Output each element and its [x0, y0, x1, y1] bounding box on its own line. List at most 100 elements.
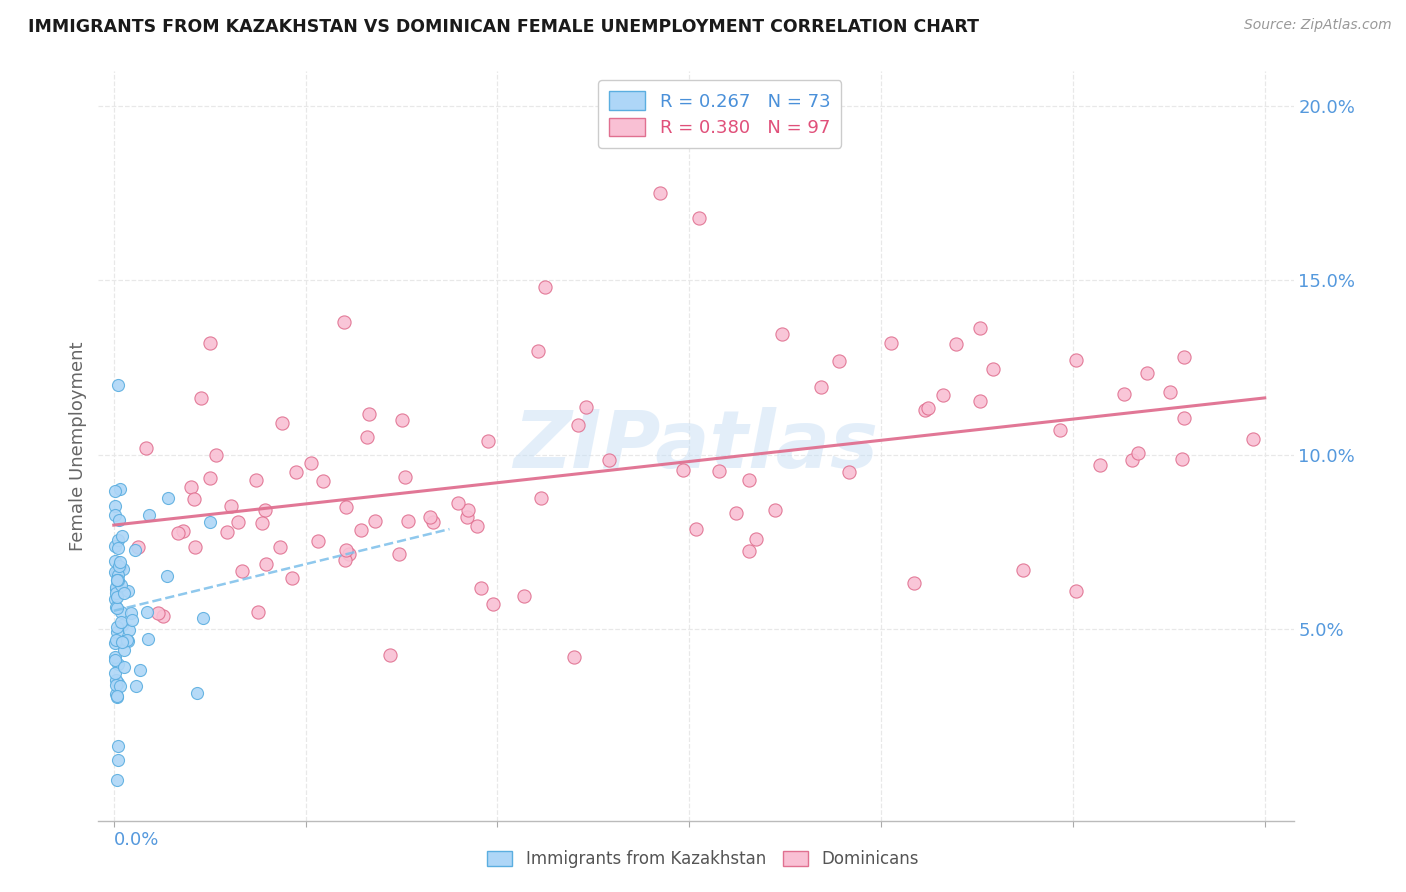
Point [105, 673, 128, 687]
Point [981, 361, 1004, 376]
Point [105, 601, 128, 615]
Point [124, 543, 146, 558]
Point [104, 665, 127, 680]
Point [477, 434, 499, 449]
Point [724, 507, 747, 521]
Point [104, 687, 127, 701]
Point [1088, 458, 1111, 472]
Point [378, 648, 401, 662]
Point [903, 576, 925, 591]
Point [104, 650, 127, 665]
Point [105, 599, 128, 614]
Point [419, 510, 441, 524]
Text: Source: ZipAtlas.com: Source: ZipAtlas.com [1244, 18, 1392, 32]
Point [111, 529, 134, 543]
Point [256, 557, 278, 571]
Point [350, 523, 373, 537]
Point [738, 544, 761, 558]
Text: IMMIGRANTS FROM KAZAKHSTAN VS DOMINICAN FEMALE UNEMPLOYMENT CORRELATION CHART: IMMIGRANTS FROM KAZAKHSTAN VS DOMINICAN … [28, 18, 979, 36]
Point [107, 675, 129, 690]
Point [1159, 384, 1181, 399]
Point [465, 518, 488, 533]
Point [1064, 583, 1087, 598]
Point [184, 540, 207, 554]
Point [117, 634, 139, 648]
Point [180, 480, 202, 494]
Point [513, 589, 536, 603]
Point [107, 573, 129, 587]
Point [112, 562, 135, 576]
Point [1128, 446, 1150, 460]
Point [120, 606, 142, 620]
Point [457, 502, 479, 516]
Point [107, 657, 129, 671]
Point [357, 407, 380, 421]
Point [396, 514, 419, 528]
Point [1171, 452, 1194, 467]
Point [105, 632, 128, 647]
Point [105, 590, 128, 604]
Point [105, 620, 128, 634]
Legend: Immigrants from Kazakhstan, Dominicans: Immigrants from Kazakhstan, Dominicans [481, 844, 925, 875]
Point [105, 690, 128, 704]
Point [111, 633, 134, 648]
Point [269, 540, 291, 554]
Point [810, 379, 832, 393]
Point [914, 402, 936, 417]
Point [105, 772, 128, 787]
Point [107, 574, 129, 589]
Point [969, 394, 991, 409]
Point [394, 470, 416, 484]
Point [107, 559, 129, 574]
Point [737, 473, 759, 487]
Point [105, 573, 128, 587]
Point [121, 613, 143, 627]
Point [190, 391, 212, 405]
Point [1136, 367, 1159, 381]
Point [333, 315, 356, 329]
Point [104, 484, 127, 499]
Point [335, 500, 357, 514]
Point [250, 516, 273, 530]
Point [880, 336, 903, 351]
Point [193, 611, 215, 625]
Point [219, 499, 242, 513]
Point [107, 378, 129, 392]
Point [231, 564, 253, 578]
Point [112, 643, 135, 657]
Point [105, 573, 128, 587]
Point [186, 685, 208, 699]
Point [312, 474, 335, 488]
Point [709, 464, 731, 478]
Point [337, 547, 360, 561]
Point [285, 465, 308, 479]
Point [104, 508, 127, 522]
Point [932, 388, 955, 402]
Point [110, 578, 132, 592]
Point [108, 513, 131, 527]
Point [388, 547, 411, 561]
Point [152, 608, 174, 623]
Point [104, 539, 127, 553]
Point [1049, 423, 1071, 437]
Point [447, 495, 470, 509]
Point [128, 663, 150, 677]
Point [112, 586, 135, 600]
Point [688, 211, 710, 225]
Point [138, 508, 160, 522]
Point [104, 591, 127, 606]
Point [1173, 410, 1195, 425]
Point [107, 541, 129, 555]
Point [575, 401, 598, 415]
Text: 0.0%: 0.0% [114, 831, 159, 849]
Point [112, 660, 135, 674]
Point [271, 416, 294, 430]
Point [530, 491, 553, 505]
Point [117, 632, 139, 647]
Point [107, 567, 129, 582]
Point [198, 336, 221, 351]
Point [969, 320, 991, 334]
Point [107, 739, 129, 754]
Point [104, 678, 127, 692]
Point [200, 471, 222, 485]
